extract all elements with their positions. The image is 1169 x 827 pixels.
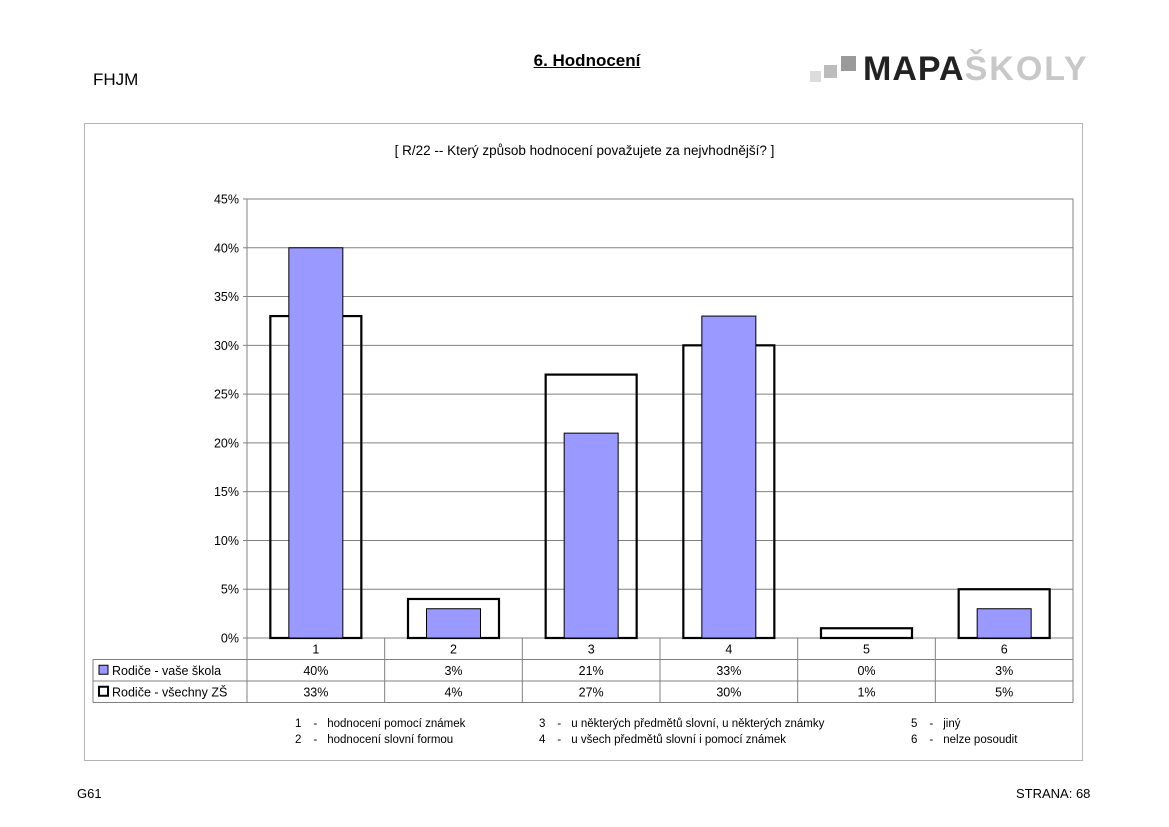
y-tick-label: 45% <box>214 193 239 207</box>
y-tick-label: 30% <box>214 339 239 353</box>
note-dash: - <box>557 734 562 746</box>
data-label: 5% <box>995 685 1013 699</box>
bar-your-school <box>288 247 344 639</box>
note-number: 3 <box>539 718 546 730</box>
note-number: 5 <box>911 718 918 730</box>
data-label: 4% <box>444 685 462 699</box>
data-label: 1% <box>857 685 875 699</box>
data-label: 30% <box>716 685 741 699</box>
y-tick-label: 5% <box>221 583 239 597</box>
category-note: 3-u některých předmětů slovní, u některý… <box>539 718 824 730</box>
logo-wordmark: MAPAŠKOLY <box>863 51 1089 87</box>
note-text: hodnocení pomocí známek <box>327 718 466 730</box>
chart-container: [ R/22 -- Který způsob hodnocení považuj… <box>84 123 1083 761</box>
logo-square-1 <box>810 71 821 82</box>
note-number: 2 <box>295 734 302 746</box>
data-label: 3% <box>444 664 462 678</box>
x-tick-label: 5 <box>863 643 870 657</box>
category-note: 6- nelze posoudit <box>911 734 1017 746</box>
data-label: 33% <box>303 685 328 699</box>
note-dash: - <box>929 718 934 730</box>
y-tick-label: 40% <box>214 241 239 255</box>
bar-all-schools <box>819 627 914 640</box>
logo-square-3 <box>841 56 856 71</box>
legend-swatch <box>98 664 109 675</box>
note-dash: - <box>929 734 934 746</box>
logo-square-2 <box>824 65 837 78</box>
note-number: 6 <box>911 734 918 746</box>
legend-label: Rodiče - vaše škola <box>112 664 221 678</box>
school-code: FHJM <box>93 70 139 89</box>
bar-your-school <box>563 432 619 639</box>
logo-text-dark: MAPA <box>863 50 965 88</box>
data-label: 3% <box>995 664 1013 678</box>
x-tick-label: 4 <box>725 643 732 657</box>
category-note: 5- jiný <box>911 718 961 730</box>
y-tick-label: 15% <box>214 485 239 499</box>
x-tick-label: 6 <box>1001 643 1008 657</box>
bar-your-school <box>976 608 1032 639</box>
data-label: 33% <box>716 664 741 678</box>
note-dash: - <box>557 718 562 730</box>
category-note: 1- hodnocení pomocí známek <box>295 718 465 730</box>
data-label: 40% <box>303 664 328 678</box>
note-text: nelze posoudit <box>943 734 1018 746</box>
legend-swatch <box>98 685 109 697</box>
footer-code: G61 <box>77 786 102 801</box>
note-text: hodnocení slovní formou <box>327 734 454 746</box>
note-text: u některých předmětů slovní, u některých… <box>571 718 825 730</box>
category-note: 2- hodnocení slovní formou <box>295 734 453 746</box>
y-tick-label: 10% <box>214 534 239 548</box>
note-text: jiný <box>943 718 961 730</box>
plot-area <box>246 198 1074 639</box>
y-tick-label: 35% <box>214 290 239 304</box>
bar-chart: 0% 5% 10% 15% 20% 25% 30% 35% 40% 45% 1 2 3 4 5 6 Rodiče… <box>92 193 1074 703</box>
page-number: STRANA: 68 <box>1016 786 1091 801</box>
bar-your-school <box>701 315 757 639</box>
x-tick-label: 3 <box>588 643 595 657</box>
note-dash: - <box>313 734 318 746</box>
y-tick-label: 20% <box>214 436 239 450</box>
note-number: 4 <box>539 734 546 746</box>
x-tick-label: 1 <box>312 643 319 657</box>
logo-text-light: ŠKOLY <box>964 50 1089 88</box>
chart-title: [ R/22 -- Který způsob hodnocení považuj… <box>394 143 775 158</box>
category-note: 4-u všech předmětů slovní i pomocí známe… <box>539 734 786 746</box>
legend-label: Rodiče - všechny ZŠ <box>112 684 227 699</box>
note-number: 1 <box>295 718 302 730</box>
bar-your-school <box>426 608 481 639</box>
data-label: 0% <box>857 664 875 678</box>
note-text: u všech předmětů slovní i pomocí známek <box>571 734 787 746</box>
y-tick-label: 25% <box>214 388 239 402</box>
data-label: 27% <box>579 685 604 699</box>
page-title: 6. Hodnocení <box>533 51 641 70</box>
data-label: 21% <box>579 664 604 678</box>
note-dash: - <box>313 718 318 730</box>
x-tick-label: 2 <box>450 643 457 657</box>
y-tick-label: 0% <box>221 632 239 646</box>
